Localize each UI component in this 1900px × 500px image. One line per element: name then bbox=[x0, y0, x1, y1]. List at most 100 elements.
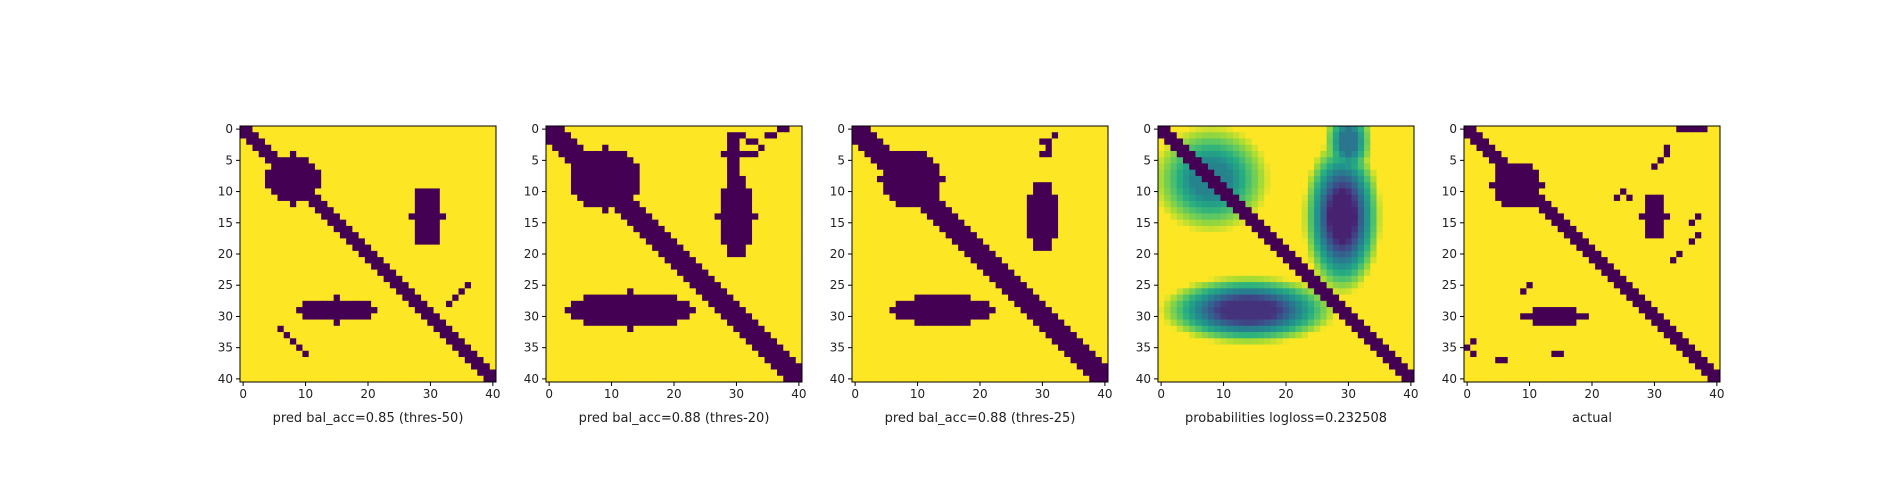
heatmap-cell bbox=[314, 263, 322, 271]
heatmap-cell bbox=[702, 238, 709, 246]
heatmap-cell bbox=[677, 207, 684, 214]
heatmap-cell bbox=[314, 188, 322, 196]
heatmap-cell bbox=[995, 132, 1003, 139]
heatmap-cell bbox=[864, 313, 872, 320]
heatmap-cell bbox=[471, 263, 478, 271]
heatmap-cell bbox=[708, 175, 715, 183]
heatmap-cell bbox=[408, 132, 416, 139]
heatmap-cell bbox=[483, 313, 491, 320]
heatmap-cell bbox=[727, 313, 734, 320]
heatmap-cell bbox=[308, 138, 316, 146]
heatmap-cell bbox=[396, 138, 403, 146]
heatmap-cell bbox=[633, 332, 641, 339]
heatmap-cell bbox=[1064, 138, 1071, 146]
heatmap-cell bbox=[995, 307, 1003, 314]
heatmap-cell bbox=[783, 238, 790, 246]
heatmap-cell bbox=[670, 319, 678, 327]
heatmap-cell bbox=[371, 182, 378, 189]
heatmap-cell bbox=[614, 319, 622, 327]
heatmap-cell bbox=[677, 225, 684, 233]
heatmap-cell bbox=[914, 338, 922, 345]
heatmap-cell bbox=[695, 313, 703, 320]
heatmap-cell bbox=[958, 288, 965, 295]
heatmap-cell bbox=[552, 275, 559, 283]
heatmap-cell bbox=[708, 288, 715, 295]
heatmap-cell bbox=[358, 313, 366, 320]
heatmap-cell bbox=[602, 344, 609, 352]
heatmap-cell bbox=[702, 350, 709, 358]
heatmap-cell bbox=[958, 338, 965, 345]
heatmap-cell bbox=[864, 163, 872, 171]
heatmap-cell bbox=[383, 194, 391, 202]
heatmap-cell bbox=[658, 338, 666, 345]
heatmap-cell bbox=[1033, 157, 1040, 164]
heatmap-cell bbox=[277, 369, 285, 377]
heatmap-cell bbox=[702, 244, 709, 252]
heatmap-cell bbox=[1058, 294, 1065, 302]
heatmap-cell bbox=[989, 126, 997, 133]
heatmap-cell bbox=[995, 169, 1003, 177]
heatmap-cell bbox=[720, 344, 728, 352]
heatmap-cell bbox=[914, 169, 922, 177]
heatmap-cell bbox=[577, 375, 584, 383]
heatmap-cell bbox=[620, 126, 628, 133]
heatmap-cell bbox=[664, 150, 672, 158]
heatmap-cell bbox=[945, 357, 953, 364]
heatmap-cell bbox=[314, 144, 322, 152]
heatmap-cell bbox=[1008, 282, 1015, 289]
heatmap-cell bbox=[427, 332, 434, 339]
heatmap-cell bbox=[976, 307, 984, 314]
heatmap-cell bbox=[620, 150, 628, 158]
heatmap-cell bbox=[870, 269, 878, 277]
heatmap-cell bbox=[258, 263, 266, 271]
heatmap-cell bbox=[652, 169, 659, 177]
heatmap-cell bbox=[1045, 307, 1053, 314]
heatmap-cell bbox=[558, 294, 566, 302]
heatmap-cell bbox=[920, 225, 928, 233]
heatmap-cell bbox=[427, 182, 434, 189]
heatmap-cell bbox=[558, 138, 566, 146]
heatmap-cell bbox=[1095, 282, 1103, 289]
heatmap-cell bbox=[939, 350, 947, 358]
heatmap-cell bbox=[258, 375, 266, 383]
heatmap-cell bbox=[564, 244, 572, 252]
heatmap-cell bbox=[627, 238, 634, 246]
heatmap-cell bbox=[926, 200, 934, 208]
heatmap-cell bbox=[670, 138, 678, 146]
heatmap-cell bbox=[477, 294, 484, 302]
heatmap-cell bbox=[1020, 357, 1028, 364]
heatmap-cell bbox=[1058, 182, 1065, 189]
heatmap-cell bbox=[583, 294, 591, 302]
heatmap-cell bbox=[870, 200, 878, 208]
heatmap-cell bbox=[546, 363, 553, 370]
heatmap-cell bbox=[408, 269, 416, 277]
heatmap-cell bbox=[695, 375, 703, 383]
heatmap-cell bbox=[783, 269, 790, 277]
heatmap-cell bbox=[664, 325, 672, 333]
heatmap-cell bbox=[901, 288, 909, 295]
heatmap-cell bbox=[396, 300, 403, 308]
heatmap-cell bbox=[901, 350, 909, 358]
heatmap-cell bbox=[333, 275, 341, 283]
heatmap-cell bbox=[283, 169, 291, 177]
heatmap-cell bbox=[333, 182, 341, 189]
heatmap-cell bbox=[958, 300, 965, 308]
heatmap-cell bbox=[945, 338, 953, 345]
heatmap-cell bbox=[277, 126, 285, 133]
heatmap-cell bbox=[246, 325, 253, 333]
heatmap-cell bbox=[720, 257, 728, 264]
heatmap-cell bbox=[758, 350, 765, 358]
heatmap-cell bbox=[745, 313, 753, 320]
heatmap-cell bbox=[620, 163, 628, 171]
heatmap-cell bbox=[1008, 350, 1015, 358]
heatmap-cell bbox=[414, 182, 422, 189]
heatmap-cell bbox=[883, 325, 890, 333]
heatmap-cell bbox=[633, 132, 641, 139]
heatmap-cell bbox=[970, 163, 978, 171]
heatmap-cell bbox=[876, 207, 884, 214]
heatmap-cell bbox=[770, 300, 778, 308]
heatmap-cell bbox=[714, 194, 722, 202]
heatmap-cell bbox=[1076, 157, 1084, 164]
heatmap-cell bbox=[314, 344, 322, 352]
heatmap-cell bbox=[914, 182, 922, 189]
